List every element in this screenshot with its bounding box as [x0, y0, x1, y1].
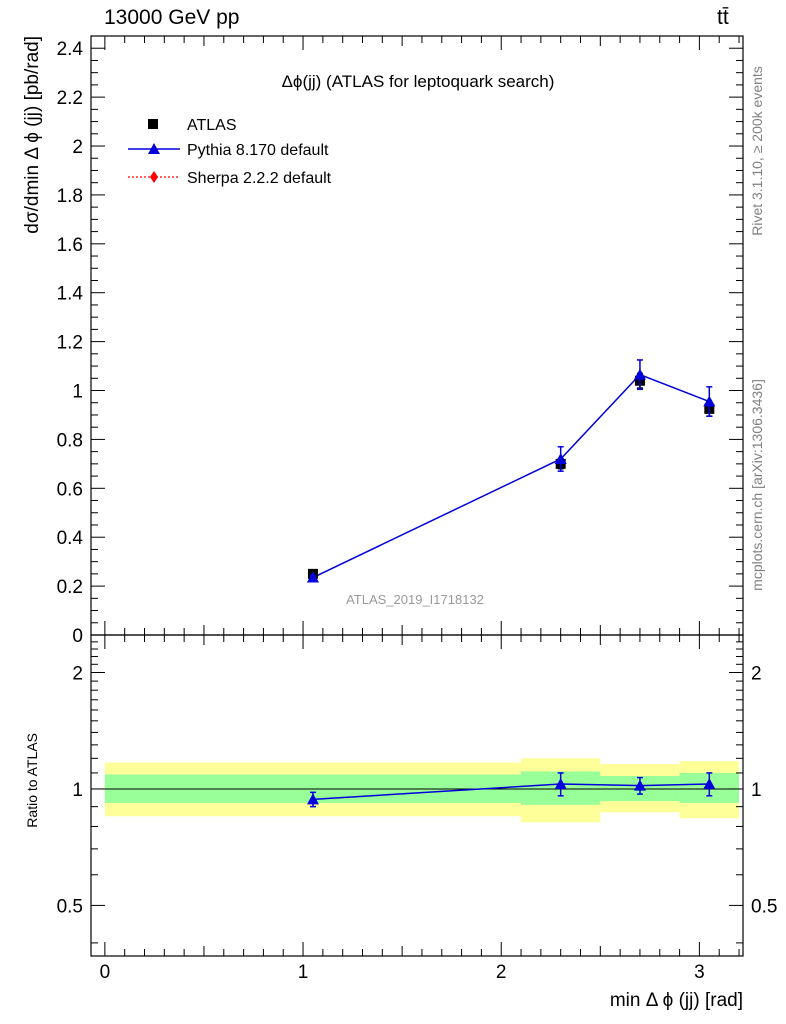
x-tick-label: 2: [496, 962, 507, 983]
x-tick-label: 1: [298, 962, 309, 983]
main-y-axis-label: dσ/dmin Δ ϕ (jj) [pb/rad]: [22, 36, 43, 234]
legend-atlas-label: ATLAS: [187, 117, 237, 134]
ratio-y-tick-label-right: 1: [751, 780, 762, 801]
pythia-ratio-line: [312, 783, 710, 801]
main-y-tick-label: 2.4: [57, 39, 84, 60]
x-tick-label: 0: [100, 962, 111, 983]
legend: ATLAS Pythia 8.170 default Sherpa 2.2.2 de…: [128, 117, 332, 187]
main-y-tick-label: 2.2: [57, 88, 83, 109]
legend-pythia-marker: [148, 143, 160, 154]
pythia-line: [312, 373, 710, 579]
energy-label: 13000 GeV pp: [104, 6, 240, 29]
main-y-tick-label: 0.4: [57, 528, 84, 549]
legend-sherpa-label: Sherpa 2.2.2 default: [187, 170, 332, 187]
ratio-panel: 0 1 2 3 0.5 0.5 1 1 2 2: [57, 634, 777, 983]
pythia-data-point: [633, 368, 646, 380]
ratio-y-tick-label-right: 0.5: [751, 896, 777, 917]
ratio-y-axis-label: Ratio to ATLAS: [24, 733, 40, 828]
process-label: tt̄: [717, 6, 729, 29]
main-y-tick-label: 0.8: [57, 430, 83, 451]
analysis-watermark: ATLAS_2019_I1718132: [346, 592, 484, 607]
main-y-tick-label: 0: [72, 626, 83, 647]
ratio-y-tick-label: 2: [72, 663, 83, 684]
chart-title: Δϕ(jj) (ATLAS for leptoquark search): [282, 72, 555, 91]
ratio-plot-frame: [90, 634, 744, 957]
ratio-y-tick-label-right: 2: [751, 663, 762, 684]
main-y-tick-label: 1.6: [57, 235, 83, 256]
legend-sherpa-marker: [150, 171, 158, 183]
main-y-tick-label: 0.6: [57, 479, 83, 500]
main-y-tick-label: 1.8: [57, 186, 83, 207]
main-y-tick-label: 1.4: [57, 284, 84, 305]
main-y-tick-label: 2: [72, 137, 83, 158]
main-panel: 0 0.2 0.4 0.6 0.8 1 1.2 1.4 1.6 1.8 2 2.2 2.4 ATLAS Py…: [57, 35, 744, 647]
main-y-tick-label: 1: [72, 382, 83, 403]
pythia-data-point: [554, 452, 567, 464]
main-y-tick-label: 1.2: [57, 333, 83, 354]
pythia-ratio-point: [306, 793, 319, 805]
ratio-y-tick-label: 1: [72, 780, 83, 801]
pythia-ratio-point: [554, 777, 567, 789]
main-y-tick-label: 0.2: [57, 577, 83, 598]
legend-atlas-marker: [148, 119, 158, 129]
pythia-data-point: [306, 571, 319, 583]
x-tick-label: 3: [694, 962, 705, 983]
legend-pythia-label: Pythia 8.170 default: [187, 142, 329, 159]
pythia-data-point: [703, 395, 716, 407]
pythia-ratio-point: [703, 777, 716, 789]
x-axis-label: min Δ ϕ (jj) [rad]: [610, 990, 743, 1011]
pythia-ratio-point: [633, 779, 646, 791]
ratio-y-tick-label: 0.5: [57, 896, 83, 917]
